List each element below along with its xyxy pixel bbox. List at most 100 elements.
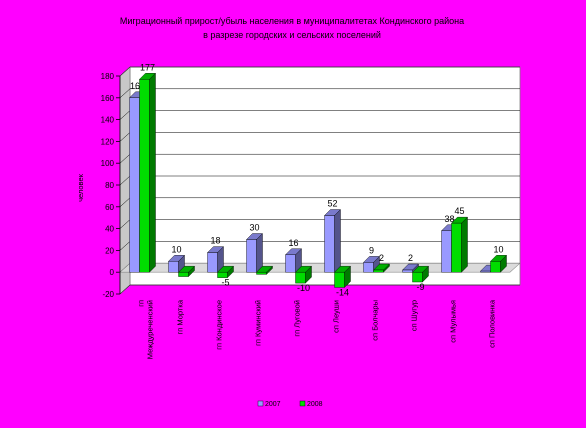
x-category-label-line: гп Мортка — [176, 299, 185, 334]
gridline — [119, 284, 520, 295]
x-category-label: гп Луговой — [293, 300, 302, 337]
bar-2008 — [334, 265, 351, 288]
bar-front-face — [178, 272, 189, 277]
data-label: 52 — [327, 199, 337, 209]
bar-front-face — [373, 269, 384, 273]
bar-2008 — [217, 265, 234, 279]
data-label: 177 — [140, 62, 155, 72]
x-category-label: гпМеждуреченский — [137, 300, 155, 359]
x-category-label-line: Междуреченский — [146, 300, 155, 359]
x-category-label: сп Леуши — [332, 300, 341, 333]
data-label: -14 — [336, 287, 349, 297]
bar-2007 — [246, 233, 263, 273]
y-axis-title: человек — [76, 173, 85, 202]
legend: 2007 2008 — [257, 400, 323, 408]
bar-front-face — [168, 261, 179, 273]
bar-front-face — [246, 239, 257, 273]
y-tick-label: 0 — [110, 268, 115, 277]
bar-2008 — [451, 216, 468, 273]
bar-front-face — [217, 272, 228, 278]
bar-2008 — [373, 263, 390, 273]
legend-entry-2008: 2008 — [307, 401, 323, 408]
bar-front-face — [441, 230, 452, 273]
y-tick-label: 120 — [101, 137, 115, 146]
y-tick-label: -20 — [102, 290, 114, 299]
bar-front-face — [207, 252, 218, 273]
gridline — [119, 66, 520, 77]
data-label: 9 — [369, 245, 374, 255]
bar-front-face — [324, 215, 335, 273]
data-label: 30 — [249, 223, 259, 233]
bar-2007 — [324, 209, 341, 273]
legend-swatch-2008 — [299, 400, 306, 407]
data-label: 10 — [171, 244, 181, 254]
y-tick-label: 60 — [105, 203, 114, 212]
data-label: 2 — [408, 253, 413, 263]
x-category-label: гп Мортка — [176, 299, 185, 334]
bar-2008 — [256, 265, 273, 275]
data-label: 18 — [210, 236, 220, 246]
bar-front-face — [402, 269, 413, 273]
x-category-label: гп Кондинское — [215, 300, 224, 350]
bar-front-face — [295, 272, 306, 284]
y-tick-label: 100 — [101, 159, 115, 168]
bar-2007 — [168, 254, 185, 273]
bar-2007 — [207, 246, 224, 273]
chart-title-line-1: Миграционный прирост/убыль населения в м… — [120, 16, 464, 26]
legend-swatch-2007 — [257, 400, 264, 407]
y-tick-label: 20 — [105, 246, 114, 255]
y-tick-label: 180 — [101, 72, 115, 81]
x-category-label-line: сп Половинка — [488, 299, 497, 348]
chart-title-line-2: в разрезе городских и сельских поселений — [203, 30, 381, 40]
data-label: 10 — [493, 244, 503, 254]
x-category-label: сп Мулымья — [449, 300, 458, 343]
x-category-label: гп Куминский — [254, 300, 263, 346]
x-category-label-line: сп Шугур — [410, 300, 419, 331]
x-category-label: сп Болчары — [371, 300, 380, 341]
data-label: 160 — [130, 81, 145, 91]
bar-front-face — [363, 262, 374, 273]
bar-front-face — [139, 79, 150, 273]
bar-side-face — [256, 233, 263, 273]
bar-2008 — [178, 265, 195, 278]
data-label: -5 — [221, 278, 229, 288]
y-tick-label: 140 — [101, 116, 115, 125]
x-category-label-line: гп Луговой — [293, 300, 302, 337]
x-category-label-line: гп — [137, 300, 146, 307]
bar-2008 — [139, 72, 156, 273]
x-category-label: сп Половинка — [488, 299, 497, 348]
bar-side-face — [334, 209, 341, 273]
plot-layer: -20 0 20 40 60 80 100 120 140 160 180 160 177 гпМежду… — [101, 62, 521, 359]
legend-entry-2007: 2007 — [265, 401, 281, 408]
bar-front-face — [334, 272, 345, 288]
data-label: 2 — [379, 253, 384, 263]
bar-2008 — [490, 254, 507, 273]
bar-2008 — [412, 265, 429, 283]
bar-side-face — [149, 72, 156, 273]
y-tick-label: 80 — [105, 181, 114, 190]
data-label: 16 — [288, 238, 298, 248]
bar-front-face — [129, 97, 140, 273]
bar-side-face — [461, 216, 468, 273]
gridline — [119, 88, 520, 98]
bar-2007 — [402, 263, 419, 273]
x-category-label-line: сп Леуши — [332, 300, 341, 333]
data-label: -10 — [297, 283, 310, 293]
data-label: 38 — [444, 214, 454, 224]
x-category-label: сп Шугур — [410, 300, 419, 331]
x-category-label-line: гп Кондинское — [215, 300, 224, 350]
bar-front-face — [490, 261, 501, 273]
bar-front-face — [480, 270, 491, 273]
y-tick-label: 40 — [105, 225, 114, 234]
bar-front-face — [285, 254, 296, 273]
bar-front-face — [412, 272, 423, 283]
bar-2007 — [285, 248, 302, 273]
bar-front-face — [256, 272, 267, 275]
bar-2008 — [295, 265, 312, 284]
y-tick-label: 160 — [101, 94, 115, 103]
x-category-label-line: сп Болчары — [371, 300, 380, 341]
data-label: 45 — [454, 206, 464, 216]
data-label: -9 — [416, 282, 424, 292]
